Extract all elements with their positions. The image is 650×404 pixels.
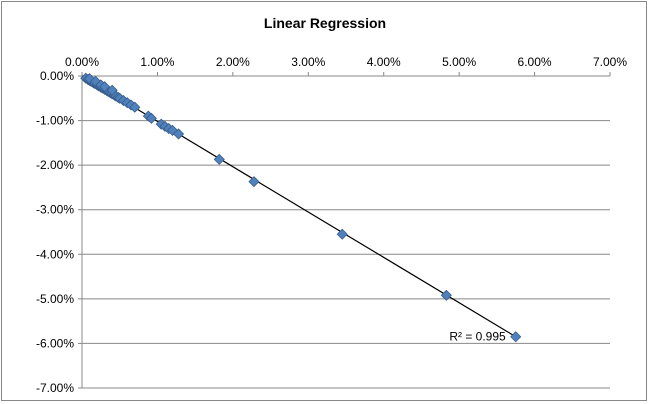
data-point (248, 176, 260, 188)
data-point (336, 228, 348, 240)
y-tick-label: 0.00% (40, 69, 74, 83)
x-tick-label: 3.00% (291, 55, 325, 69)
y-tick-label: -4.00% (36, 247, 74, 261)
y-tick-label: -1.00% (36, 114, 74, 128)
data-point (172, 128, 185, 140)
y-tick-label: -5.00% (36, 292, 74, 306)
r-squared-annotation: R² = 0.995 (449, 330, 506, 344)
x-tick-label: 0.00% (65, 55, 99, 69)
data-point (99, 81, 111, 93)
annotation-layer: R² = 0.995 (449, 330, 506, 344)
data-point (510, 331, 522, 343)
x-tick-label: 4.00% (367, 55, 401, 69)
x-tick-label: 1.00% (140, 55, 174, 69)
data-point (129, 101, 141, 113)
y-tick-label: -7.00% (36, 381, 74, 395)
x-tick-label: 6.00% (518, 55, 552, 69)
data-point (440, 289, 452, 301)
data-points-layer (80, 72, 522, 343)
data-point (213, 153, 225, 165)
y-tick-label: -2.00% (36, 158, 74, 172)
x-tick-label: 5.00% (442, 55, 476, 69)
axis-layer: 0.00% -1.00% -2.00% -3.00% -4.00% -5.00% -6.00… (36, 55, 627, 395)
x-tick-label: 2.00% (216, 55, 250, 69)
y-tick-label: -6.00% (36, 336, 74, 350)
chart-title: Linear Regression (264, 15, 386, 31)
y-tick-label: -3.00% (36, 203, 74, 217)
data-point (145, 112, 157, 124)
data-point (106, 84, 118, 96)
grid-layer (82, 120, 610, 389)
x-tick-label: 7.00% (593, 55, 627, 69)
